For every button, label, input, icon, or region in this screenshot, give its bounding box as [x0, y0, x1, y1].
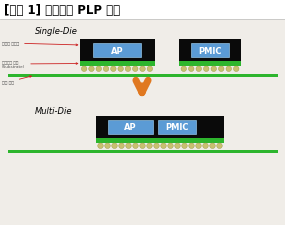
- Ellipse shape: [126, 143, 131, 149]
- Text: [그림 1] 삼성전기 PLP 기술: [그림 1] 삼성전기 PLP 기술: [4, 3, 120, 16]
- Text: 반도체 몰딩재: 반도체 몰딩재: [2, 42, 78, 47]
- Ellipse shape: [181, 67, 186, 72]
- Ellipse shape: [217, 143, 222, 149]
- Text: AP: AP: [111, 46, 123, 55]
- Ellipse shape: [168, 143, 173, 149]
- Bar: [179, 40, 241, 62]
- Bar: [96, 117, 224, 138]
- Ellipse shape: [211, 67, 217, 72]
- Ellipse shape: [226, 67, 231, 72]
- Bar: [8, 150, 278, 153]
- Ellipse shape: [154, 143, 159, 149]
- Ellipse shape: [182, 143, 187, 149]
- Ellipse shape: [188, 67, 194, 72]
- Ellipse shape: [96, 67, 101, 72]
- Ellipse shape: [119, 143, 124, 149]
- Ellipse shape: [125, 67, 131, 72]
- Ellipse shape: [189, 143, 194, 149]
- Bar: [0, 0, 285, 20]
- Text: AP: AP: [124, 123, 137, 132]
- Bar: [8, 74, 278, 78]
- Ellipse shape: [103, 67, 109, 72]
- Text: PMIC: PMIC: [198, 46, 222, 55]
- Text: Multi-Die: Multi-Die: [35, 106, 72, 115]
- Ellipse shape: [105, 143, 110, 149]
- Ellipse shape: [111, 67, 116, 72]
- Ellipse shape: [147, 143, 152, 149]
- Text: 반도체용 기판
(Substrate): 반도체용 기판 (Substrate): [2, 61, 78, 69]
- Ellipse shape: [133, 143, 138, 149]
- Ellipse shape: [161, 143, 166, 149]
- Ellipse shape: [210, 143, 215, 149]
- Ellipse shape: [175, 143, 180, 149]
- Ellipse shape: [112, 143, 117, 149]
- Bar: [158, 120, 196, 134]
- Ellipse shape: [140, 67, 145, 72]
- Ellipse shape: [140, 143, 145, 149]
- Bar: [80, 40, 154, 62]
- Text: PMIC: PMIC: [165, 123, 189, 132]
- Bar: [191, 44, 229, 58]
- Text: Single-Die: Single-Die: [35, 27, 78, 36]
- Ellipse shape: [203, 67, 209, 72]
- Bar: [108, 120, 153, 134]
- Ellipse shape: [203, 143, 208, 149]
- Ellipse shape: [82, 67, 87, 72]
- Bar: [80, 62, 154, 67]
- Ellipse shape: [89, 67, 94, 72]
- Ellipse shape: [196, 67, 201, 72]
- Ellipse shape: [219, 67, 224, 72]
- Ellipse shape: [133, 67, 138, 72]
- Bar: [93, 44, 141, 58]
- Bar: [96, 138, 224, 143]
- Ellipse shape: [233, 67, 239, 72]
- Ellipse shape: [196, 143, 201, 149]
- Ellipse shape: [118, 67, 123, 72]
- Ellipse shape: [98, 143, 103, 149]
- Text: 회선 기판: 회선 기판: [2, 76, 31, 85]
- Bar: [179, 62, 241, 67]
- Ellipse shape: [147, 67, 152, 72]
